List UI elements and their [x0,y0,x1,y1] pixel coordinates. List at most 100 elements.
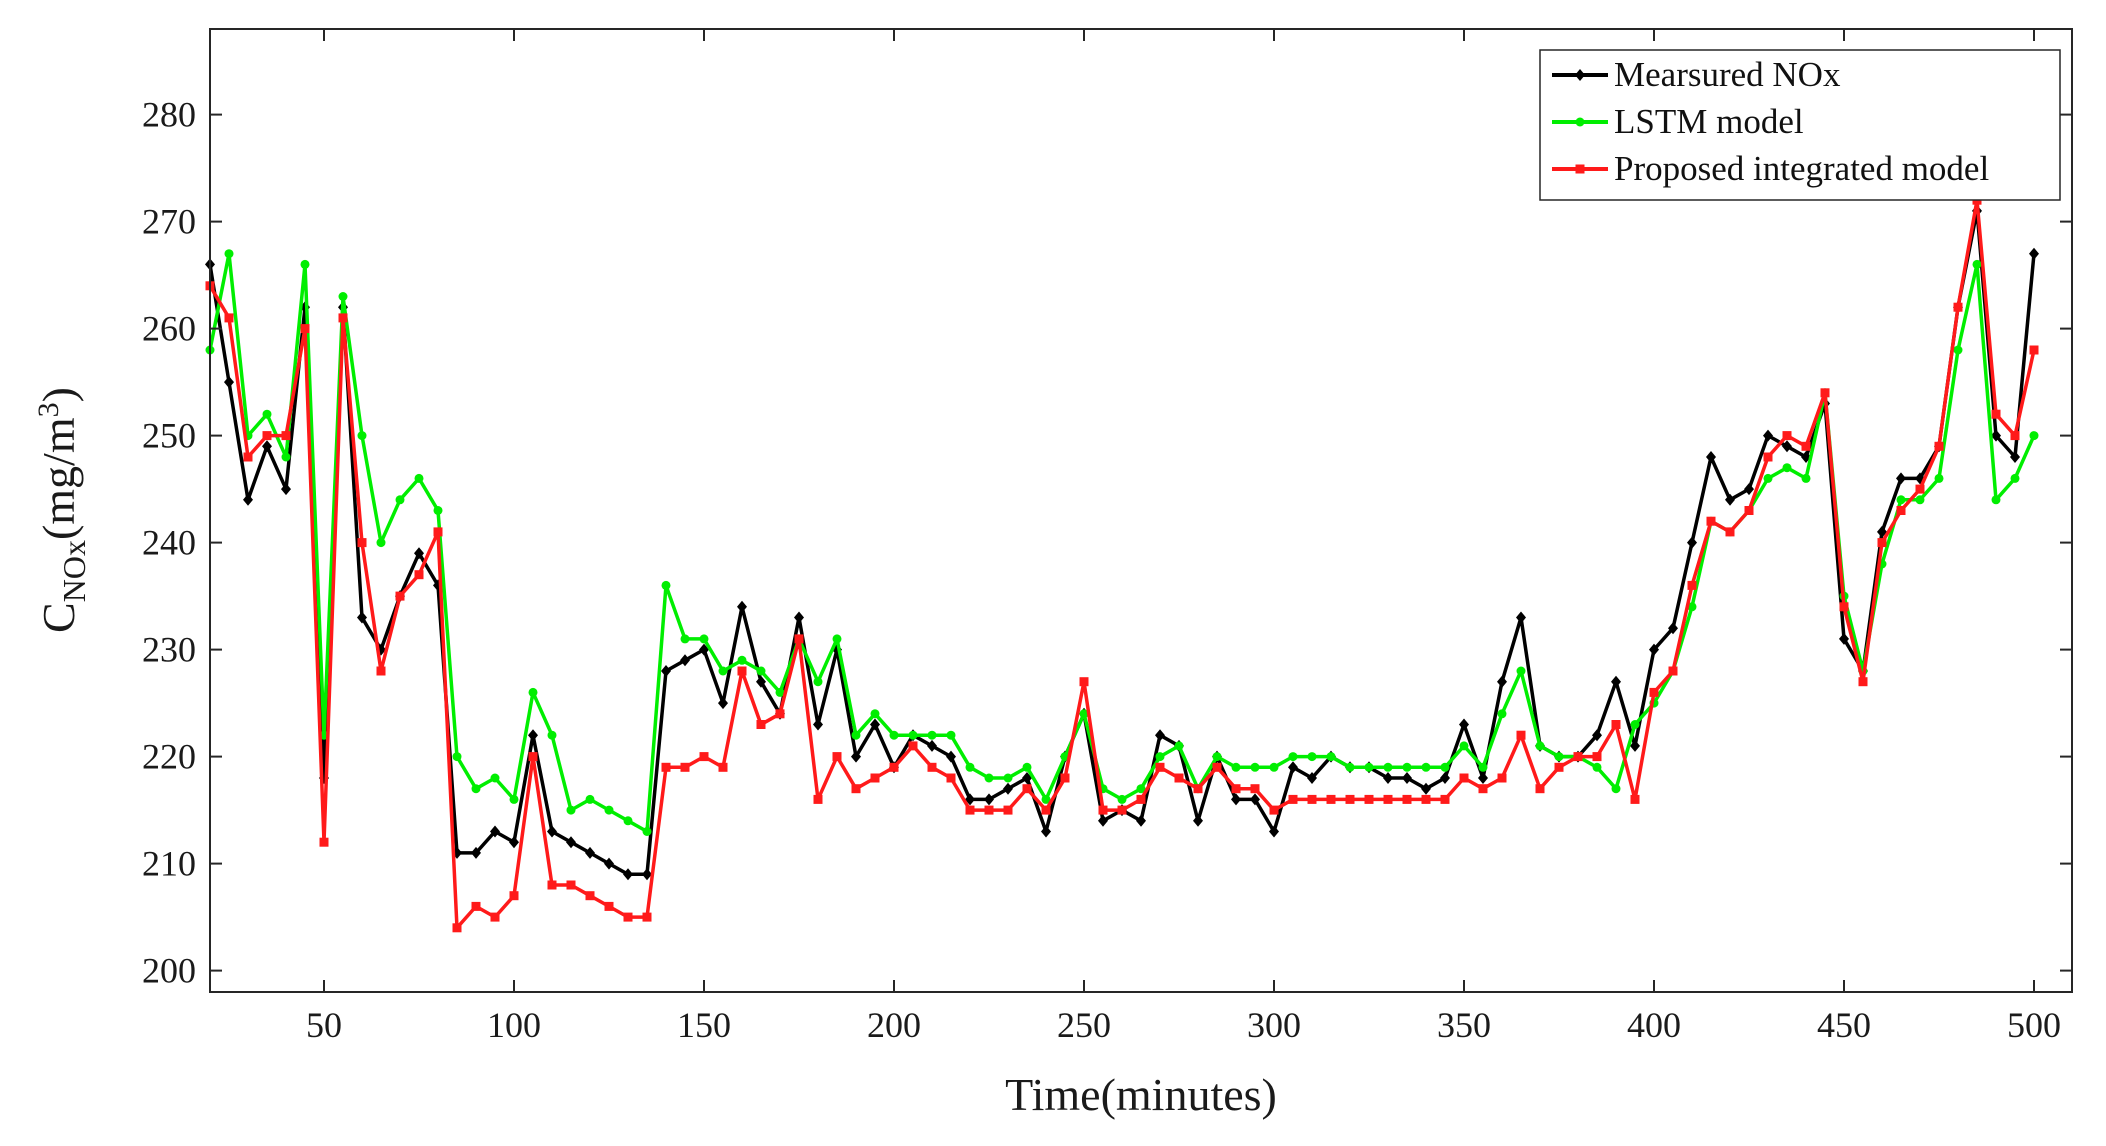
data-point-lstm-model [1117,794,1127,804]
data-point-proposed-integrated-model [509,891,519,901]
data-point-proposed-integrated-model [680,762,690,772]
y-axis-title-subscript: NOx [56,540,92,602]
data-point-proposed-integrated-model [1288,794,1298,804]
data-point-lstm-model [1535,741,1545,751]
data-point-mearsured-nox [1136,814,1146,827]
data-point-lstm-model [300,259,310,269]
data-point-lstm-model [414,473,424,483]
data-point-proposed-integrated-model [1345,794,1355,804]
data-point-lstm-model [395,495,405,505]
y-axis-title-main: C [33,602,84,633]
data-point-proposed-integrated-model [1649,687,1659,697]
data-point-mearsured-nox [1649,643,1659,656]
data-point-mearsured-nox [927,739,937,752]
x-tick-label: 100 [487,1005,541,1045]
data-point-lstm-model [1383,762,1393,772]
data-point-lstm-model [927,730,937,740]
data-point-lstm-model [1231,762,1241,772]
data-point-proposed-integrated-model [1858,677,1868,687]
data-point-lstm-model [1364,762,1374,772]
data-point-lstm-model [851,730,861,740]
data-point-proposed-integrated-model [1326,794,1336,804]
data-point-lstm-model [1421,762,1431,772]
data-point-mearsured-nox [1687,536,1697,549]
data-point-lstm-model [509,794,519,804]
data-point-mearsured-nox [794,611,804,624]
data-point-mearsured-nox [1725,493,1735,506]
data-point-lstm-model [1079,709,1089,719]
data-point-mearsured-nox [585,846,595,859]
data-point-mearsured-nox [1288,761,1298,774]
data-point-lstm-model [566,805,576,815]
data-point-proposed-integrated-model [1573,752,1583,762]
data-point-proposed-integrated-model [1592,752,1602,762]
data-point-proposed-integrated-model [1630,794,1640,804]
data-point-lstm-model [585,794,595,804]
data-point-proposed-integrated-model [1478,784,1488,794]
data-point-mearsured-nox [509,836,519,849]
data-point-mearsured-nox [756,675,766,688]
data-point-mearsured-nox [1763,429,1773,442]
data-point-proposed-integrated-model [1193,784,1203,794]
data-point-proposed-integrated-model [1877,538,1887,548]
data-point-mearsured-nox [642,868,652,881]
data-point-mearsured-nox [243,493,253,506]
data-point-lstm-model [2029,431,2039,441]
data-point-proposed-integrated-model [1421,794,1431,804]
data-point-lstm-model [528,687,538,697]
data-point-proposed-integrated-model [984,805,994,815]
data-point-lstm-model [1915,495,1925,505]
legend: Mearsured NOx LSTM model Proposed integrat… [1539,49,2061,201]
data-point-lstm-model [338,292,348,301]
data-point-proposed-integrated-model [338,313,348,323]
data-point-lstm-model [1896,495,1906,505]
x-tick-label: 500 [2007,1005,2061,1045]
data-point-lstm-model [1991,495,2001,505]
y-tick-label: 250 [142,416,196,456]
data-point-lstm-model [946,730,956,740]
data-point-lstm-model [1022,762,1032,772]
data-point-mearsured-nox [1421,782,1431,795]
y-tick-label: 230 [142,630,196,670]
data-point-mearsured-nox [1668,622,1678,635]
data-point-mearsured-nox [414,547,424,560]
data-point-mearsured-nox [1250,793,1260,806]
legend-label-lstm-model: LSTM model [1614,102,1804,141]
data-point-lstm-model [1212,752,1222,762]
data-point-lstm-model [642,827,652,836]
data-point-proposed-integrated-model [1763,452,1773,462]
data-point-mearsured-nox [680,654,690,667]
data-point-proposed-integrated-model [1079,677,1089,687]
data-point-proposed-integrated-model [794,634,804,644]
data-point-lstm-model [224,249,234,259]
data-point-lstm-model [433,506,443,515]
data-point-mearsured-nox [1782,440,1792,453]
legend-marker-lstm-model [1575,117,1585,127]
data-point-proposed-integrated-model [851,784,861,794]
data-point-proposed-integrated-model [452,923,462,933]
data-point-lstm-model [490,773,500,783]
data-point-lstm-model [2010,473,2020,483]
data-point-proposed-integrated-model [1611,720,1621,729]
data-point-proposed-integrated-model [699,752,709,762]
data-point-proposed-integrated-model [224,313,234,323]
data-point-mearsured-nox [1383,772,1393,784]
data-point-proposed-integrated-model [1440,794,1450,804]
data-point-lstm-model [1326,752,1336,762]
data-point-proposed-integrated-model [1554,762,1564,772]
data-point-lstm-model [604,805,614,815]
data-point-lstm-model [1630,720,1640,729]
x-tick-label: 450 [1817,1005,1871,1045]
data-point-proposed-integrated-model [2010,431,2020,441]
series-layer [205,195,2039,933]
y-tick-label: 270 [142,202,196,242]
data-point-proposed-integrated-model [585,891,595,901]
y-axis: 200 210 220 230 240 250 260 270 280 [142,95,2072,991]
data-point-mearsured-nox [490,825,500,838]
data-point-proposed-integrated-model [1915,484,1925,494]
legend-marker-proposed-integrated-model [1575,164,1585,174]
data-point-mearsured-nox [528,729,538,742]
data-point-mearsured-nox [1459,718,1469,731]
data-point-mearsured-nox [699,643,709,656]
